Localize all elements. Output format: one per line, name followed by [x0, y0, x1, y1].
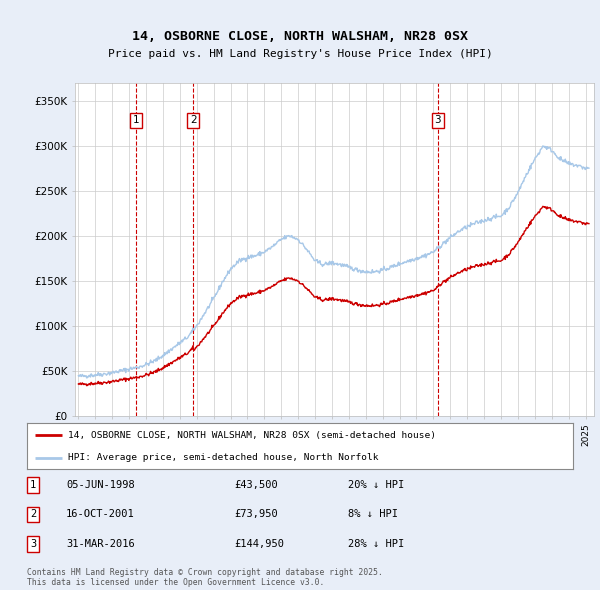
Text: 2: 2 — [30, 510, 36, 519]
Text: HPI: Average price, semi-detached house, North Norfolk: HPI: Average price, semi-detached house,… — [68, 453, 379, 462]
Text: 31-MAR-2016: 31-MAR-2016 — [66, 539, 135, 549]
Text: 16-OCT-2001: 16-OCT-2001 — [66, 510, 135, 519]
Text: £73,950: £73,950 — [234, 510, 278, 519]
Text: 14, OSBORNE CLOSE, NORTH WALSHAM, NR28 0SX: 14, OSBORNE CLOSE, NORTH WALSHAM, NR28 0… — [132, 30, 468, 43]
Text: 28% ↓ HPI: 28% ↓ HPI — [348, 539, 404, 549]
Text: 3: 3 — [30, 539, 36, 549]
Text: 1: 1 — [30, 480, 36, 490]
Text: Contains HM Land Registry data © Crown copyright and database right 2025.
This d: Contains HM Land Registry data © Crown c… — [27, 568, 383, 587]
Text: £144,950: £144,950 — [234, 539, 284, 549]
Text: £43,500: £43,500 — [234, 480, 278, 490]
Text: 2: 2 — [190, 116, 196, 126]
Text: 20% ↓ HPI: 20% ↓ HPI — [348, 480, 404, 490]
Text: 14, OSBORNE CLOSE, NORTH WALSHAM, NR28 0SX (semi-detached house): 14, OSBORNE CLOSE, NORTH WALSHAM, NR28 0… — [68, 431, 436, 440]
Text: 1: 1 — [133, 116, 140, 126]
Text: 8% ↓ HPI: 8% ↓ HPI — [348, 510, 398, 519]
Text: 3: 3 — [434, 116, 441, 126]
Text: Price paid vs. HM Land Registry's House Price Index (HPI): Price paid vs. HM Land Registry's House … — [107, 50, 493, 59]
Text: 05-JUN-1998: 05-JUN-1998 — [66, 480, 135, 490]
